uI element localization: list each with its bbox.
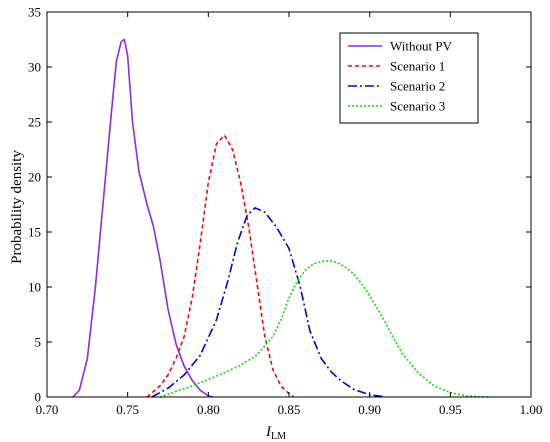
x-tick-label-0: 0.70 [36, 402, 59, 417]
series-line-4 [159, 259, 491, 398]
y-tick-label-7: 35 [28, 5, 41, 20]
legend: Without PV Scenario 1 Scenario 2 Scenario 3 [339, 32, 479, 124]
plot-area [72, 38, 491, 398]
y-tick-label-0: 0 [35, 390, 42, 405]
x-axis-title-main: I [265, 424, 272, 440]
x-axis-title-subscript: LM [271, 431, 286, 442]
x-tick-label-6: 1.00 [520, 402, 543, 417]
x-tick-label-4: 0.90 [358, 402, 381, 417]
legend-label-1: Without PV [390, 39, 453, 54]
series-line-3 [151, 207, 386, 398]
x-tick-label-3: 0.85 [278, 402, 301, 417]
series-line-1 [72, 38, 214, 398]
axes: 0.70 0.75 0.80 0.85 0.90 0.95 1.00 0 5 10 15 20 25 30… [28, 5, 542, 418]
y-tick-label-2: 10 [28, 280, 41, 295]
legend-label-2: Scenario 1 [390, 59, 445, 74]
x-axis-title: ILM [265, 424, 286, 442]
x-tick-label-1: 0.75 [116, 402, 139, 417]
x-tick-label-5: 0.95 [439, 402, 462, 417]
legend-label-3: Scenario 2 [390, 79, 445, 94]
y-tick-label-5: 25 [28, 115, 41, 130]
legend-label-4: Scenario 3 [390, 99, 445, 114]
x-tick-label-2: 0.80 [197, 402, 220, 417]
y-tick-label-1: 5 [35, 335, 42, 350]
y-axis-title: Probability density [9, 150, 25, 264]
y-tick-label-4: 20 [28, 170, 41, 185]
y-tick-label-6: 30 [28, 60, 41, 75]
series-line-2 [146, 134, 295, 398]
y-tick-label-3: 15 [28, 225, 41, 240]
legend-box [339, 32, 479, 124]
